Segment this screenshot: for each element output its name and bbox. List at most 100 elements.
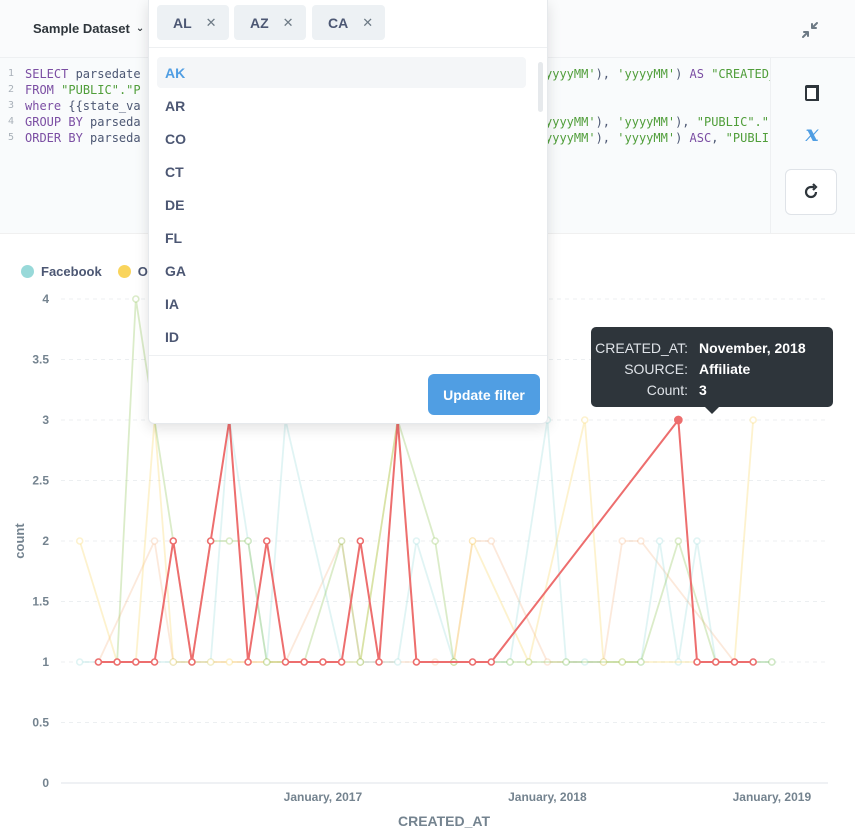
data-point	[618, 537, 627, 545]
data-point	[749, 658, 757, 666]
data-point	[562, 658, 570, 666]
update-filter-button[interactable]: Update filter	[428, 374, 540, 415]
filter-option[interactable]: AK	[157, 57, 526, 88]
filter-option[interactable]: AR	[165, 97, 186, 114]
x-tick-label: January, 2018	[508, 790, 587, 804]
y-tick-label: 2.5	[32, 474, 49, 488]
legend-item[interactable]: Facebook	[21, 264, 102, 279]
data-point	[169, 658, 178, 666]
data-point	[412, 658, 421, 666]
data-point	[94, 658, 103, 666]
data-point	[356, 658, 365, 666]
code-token: yyyyMM'	[545, 131, 596, 145]
code-token: )	[675, 131, 690, 145]
filter-option[interactable]: ID	[165, 328, 179, 345]
y-tick-label: 1.5	[32, 595, 49, 609]
y-tick-label: 1	[42, 655, 49, 669]
data-point	[169, 537, 178, 545]
code-token: "PUBLIC"."P	[61, 83, 141, 97]
hovered-data-point	[673, 415, 683, 425]
code-token: yyyyMM'	[545, 115, 596, 129]
data-point	[262, 658, 271, 666]
data-point	[75, 658, 84, 666]
data-point	[468, 537, 477, 545]
popover-footer: Update filter	[149, 355, 547, 424]
selected-chip: AL ✕	[157, 5, 229, 40]
filter-option[interactable]: DE	[165, 196, 185, 213]
data-point	[655, 537, 664, 545]
code-token: parseda	[82, 115, 141, 129]
book-icon	[805, 85, 819, 101]
filter-option[interactable]: IA	[165, 295, 179, 312]
data-point	[225, 658, 234, 666]
filter-option[interactable]: CO	[165, 130, 186, 147]
tooltip-row: Count: 3	[591, 379, 833, 400]
code-token: "PUBLI	[725, 131, 770, 145]
tooltip-value: November, 2018	[699, 339, 806, 356]
filter-option[interactable]: CT	[165, 163, 184, 180]
data-point	[244, 537, 252, 545]
data-point	[749, 416, 757, 424]
data-point	[281, 658, 290, 666]
code-token: AS	[689, 67, 704, 81]
data-point	[543, 658, 552, 666]
data-point	[599, 658, 608, 666]
selected-chip: CA ✕	[312, 5, 386, 40]
chart-tooltip: CREATED_AT: November, 2018 SOURCE: Affiliat…	[591, 327, 833, 414]
tooltip-key: SOURCE:	[624, 360, 688, 377]
data-point	[225, 537, 234, 545]
code-line: 2 FROM "PUBLIC"."P	[0, 82, 141, 98]
collapse-icon	[802, 22, 818, 38]
code-token: ,	[711, 131, 726, 145]
code-line: 5 ORDER BY parseda	[0, 130, 141, 146]
data-point	[206, 658, 215, 666]
legend-label: Facebook	[41, 264, 102, 279]
data-point	[581, 416, 589, 424]
data-point	[150, 537, 159, 545]
state-filter-popover: AL ✕ AZ ✕ CA ✕ AK AR CO CT DE FL GA IA ID Update filt…	[148, 0, 548, 424]
x-tick-label: January, 2017	[284, 790, 363, 804]
y-tick-label: 4	[42, 292, 49, 306]
series-line	[79, 419, 772, 663]
code-token: "PUBLIC"."	[696, 115, 769, 129]
data-point	[674, 658, 683, 666]
filter-option[interactable]: FL	[165, 229, 183, 246]
y-tick-label: 0	[42, 776, 49, 790]
tooltip-key: CREATED_AT:	[595, 339, 688, 356]
code-token: ),	[595, 131, 618, 145]
chip-label: CA	[328, 14, 349, 31]
y-tick-label: 3	[42, 413, 49, 427]
remove-chip-icon[interactable]: ✕	[362, 14, 374, 30]
data-point	[768, 658, 776, 666]
y-axis-title: count	[12, 523, 27, 559]
options-scrollbar[interactable]	[538, 62, 543, 112]
code-token: )	[675, 67, 690, 81]
code-line: 3 where {{state_va	[0, 98, 141, 114]
data-point	[356, 537, 365, 545]
legend-dot	[21, 265, 34, 278]
code-token: GROUP BY	[25, 115, 83, 129]
data-point	[319, 658, 327, 666]
data-point	[487, 537, 496, 545]
data-point	[300, 658, 308, 666]
run-query-button[interactable]	[785, 169, 837, 215]
chart-legend: Facebook Or	[21, 264, 153, 279]
data-point	[244, 658, 252, 666]
data-point	[618, 658, 627, 666]
sql-code[interactable]: 1 SELECT parsedate yyyyMM'), 'yyyyMM') AS …	[0, 60, 770, 234]
remove-chip-icon[interactable]: ✕	[205, 14, 217, 30]
data-reference-button[interactable]	[787, 75, 837, 111]
data-point	[188, 658, 196, 666]
remove-chip-icon[interactable]: ✕	[282, 14, 294, 30]
collapse-editor-button[interactable]	[798, 18, 822, 42]
variables-button[interactable]: x	[787, 116, 837, 152]
code-token: 'yyyyMM'	[617, 115, 676, 129]
filter-option[interactable]: GA	[165, 262, 186, 279]
database-selector[interactable]: Sample Dataset ⌄	[33, 21, 144, 36]
data-point	[693, 658, 701, 666]
code-text: FROM "PUBLIC"."P	[22, 82, 141, 98]
code-token: yyyyMM'	[545, 67, 596, 81]
line-number: 5	[8, 132, 15, 143]
data-point	[132, 658, 140, 666]
